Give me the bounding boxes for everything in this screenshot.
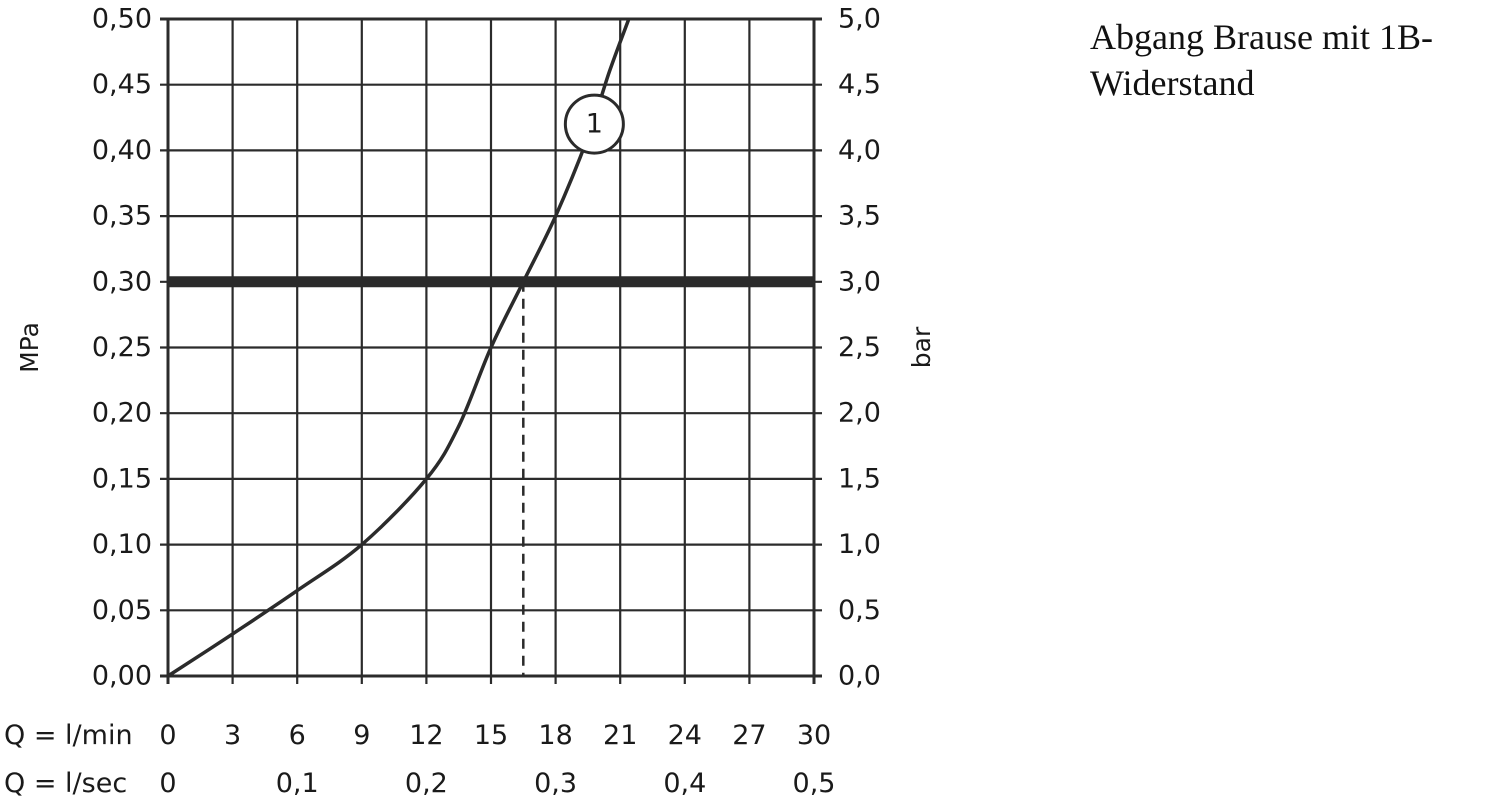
x-tick-label-lsec: 0,5 (793, 768, 836, 799)
y-tick-label-left: 0,05 (92, 595, 152, 626)
x-tick-label-lmin: 12 (409, 720, 443, 751)
x-tick-label-lmin: 3 (224, 720, 241, 751)
y-tick-label-left: 0,40 (92, 135, 152, 166)
y-tick-label-right: 5,0 (838, 4, 881, 35)
series-label-badge (563, 93, 625, 155)
x-tick-label-lmin: 6 (289, 720, 306, 751)
tick-labels: 0,000,050,100,150,200,250,300,350,400,45… (92, 4, 881, 800)
x-tick-label-lmin: 24 (668, 720, 702, 751)
y-tick-label-right: 1,0 (838, 529, 881, 560)
y-tick-label-right: 3,0 (838, 266, 881, 297)
y-axis-title-left: MPa (15, 322, 44, 373)
x-tick-label-lmin: 27 (732, 720, 766, 751)
x-tick-label-lmin: 0 (159, 720, 176, 751)
y-tick-label-left: 0,25 (92, 332, 152, 363)
series-label: 1 (586, 109, 603, 140)
y-axis-title-right: bar (907, 326, 936, 368)
x-tick-label-lmin: 21 (603, 720, 637, 751)
x-tick-label-lsec: 0,2 (405, 768, 448, 799)
x-tick-label-lmin: 9 (353, 720, 370, 751)
y-tick-label-right: 2,0 (838, 398, 881, 429)
y-tick-label-left: 0,35 (92, 201, 152, 232)
y-tick-label-right: 1,5 (838, 463, 881, 494)
y-tick-label-right: 2,5 (838, 332, 881, 363)
x-tick-label-lsec: 0,4 (663, 768, 706, 799)
y-tick-label-right: 4,0 (838, 135, 881, 166)
y-tick-label-right: 3,5 (838, 201, 881, 232)
y-tick-label-right: 0,5 (838, 595, 881, 626)
y-tick-label-left: 0,20 (92, 398, 152, 429)
x-axis-row-label-lsec: Q = l/sec (4, 768, 127, 799)
x-axis-row-label-lmin: Q = l/min (4, 720, 133, 751)
x-tick-label-lmin: 18 (538, 720, 572, 751)
y-tick-label-left: 0,30 (92, 266, 152, 297)
x-tick-label-lsec: 0,3 (534, 768, 577, 799)
y-tick-label-left: 0,00 (92, 661, 152, 692)
x-tick-label-lmin: 30 (797, 720, 831, 751)
x-tick-label-lsec: 0 (159, 768, 176, 799)
y-tick-label-left: 0,50 (92, 4, 152, 35)
y-tick-label-right: 0,0 (838, 661, 881, 692)
y-tick-label-right: 4,5 (838, 69, 881, 100)
chart-caption: Abgang Brause mit 1B-Widerstand (1090, 17, 1433, 103)
x-tick-label-lsec: 0,1 (276, 768, 319, 799)
y-tick-label-left: 0,45 (92, 69, 152, 100)
x-tick-label-lmin: 15 (474, 720, 508, 751)
y-tick-label-left: 0,15 (92, 463, 152, 494)
y-tick-label-left: 0,10 (92, 529, 152, 560)
